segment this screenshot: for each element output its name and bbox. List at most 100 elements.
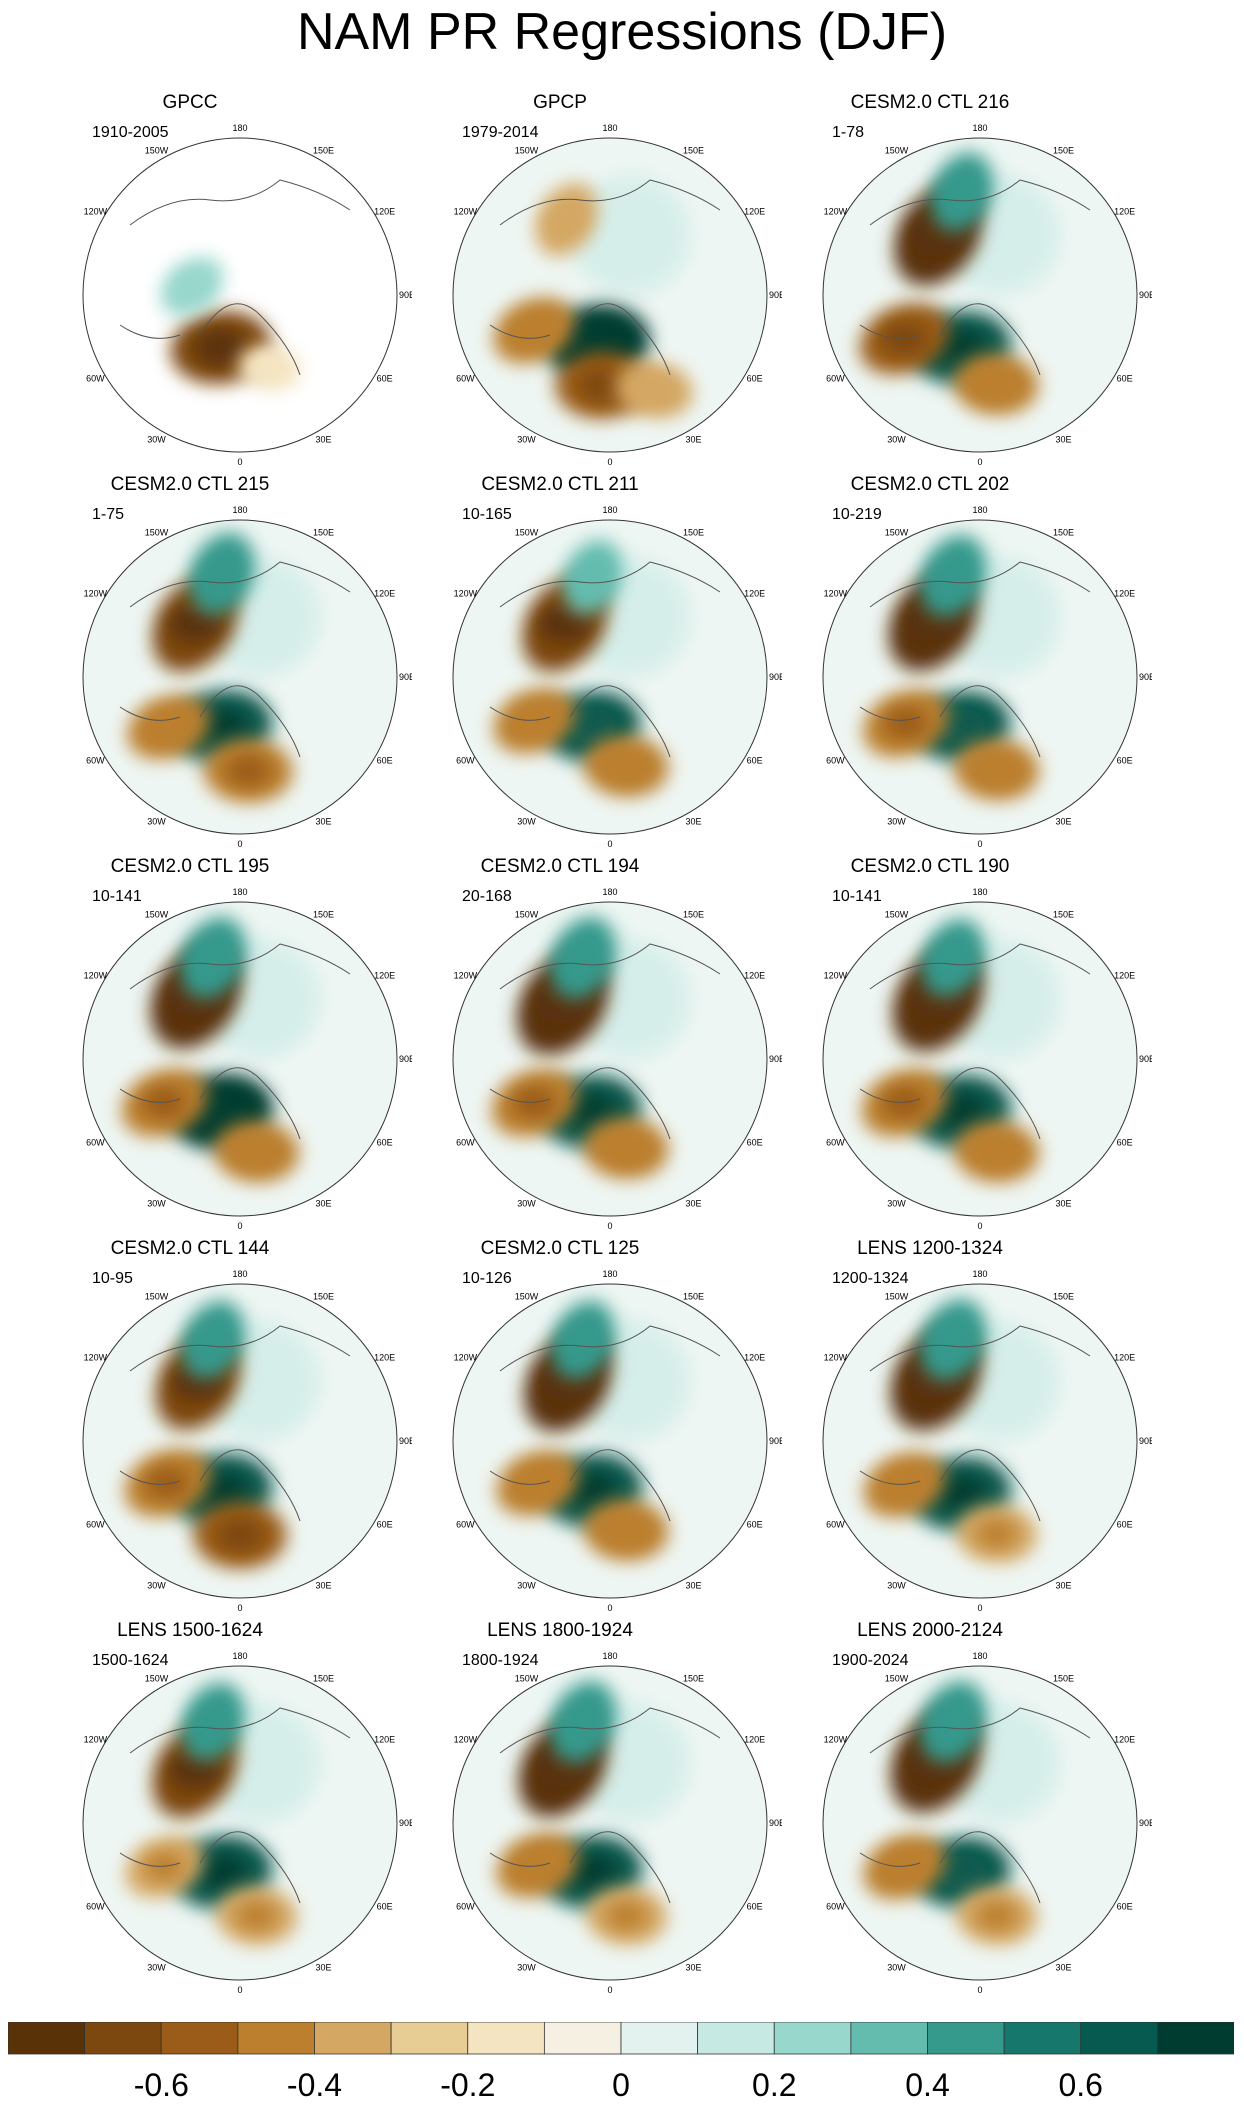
coastline (119, 1707, 351, 1904)
anomaly-core (634, 376, 674, 404)
longitude-label: 60E (377, 756, 393, 766)
colorbar-tick-label: 0.6 (1058, 2067, 1102, 2102)
panel-title: CESM2.0 CTL 144 (110, 1238, 270, 1259)
longitude-label: 30W (887, 435, 906, 445)
longitude-label: 120W (454, 1353, 478, 1363)
map-boundary (452, 1665, 768, 1981)
anomaly-field (119, 532, 351, 803)
longitude-label: 150W (515, 1291, 539, 1301)
longitude-label: 60E (747, 374, 763, 384)
longitude-label: 0 (607, 839, 612, 849)
longitude-label: 30E (685, 435, 701, 445)
anomaly-core (937, 1854, 987, 1890)
longitude-label: 120E (374, 1735, 395, 1745)
map-panel: CESM2.0 CTL 125 10-126 180 150E 120E 90E 60E 30… (452, 1146, 860, 1613)
anomaly-field (859, 1298, 1091, 1564)
colorbar-swatch (237, 2022, 315, 2055)
longitude-label: 30W (517, 435, 536, 445)
anomaly-core (931, 1706, 975, 1738)
longitude-label: 0 (607, 1221, 612, 1231)
longitude-label: 60E (1117, 374, 1133, 384)
anomaly-core (512, 315, 556, 346)
panel-period: 10-126 (462, 1270, 512, 1287)
anomaly-core (932, 943, 974, 973)
panel-period: 1910-2005 (92, 124, 169, 141)
panel-period: 10-165 (462, 506, 512, 523)
longitude-label: 90E (769, 1054, 782, 1064)
longitude-label: 120E (374, 207, 395, 217)
anomaly-core (561, 942, 605, 974)
longitude-label: 30E (315, 817, 331, 827)
anomaly-core (236, 1901, 277, 1931)
panel-title: GPCC (162, 92, 218, 113)
longitude-label: 120W (84, 1353, 108, 1363)
colorbar-swatch (543, 2022, 622, 2055)
anomaly-field (859, 152, 1091, 415)
anomaly-core (883, 707, 929, 740)
longitude-label: 180 (602, 123, 617, 133)
polar-map: 180150E120E90E60E30E030W60W90W120W150W (822, 505, 1152, 849)
longitude-label: 120W (824, 1353, 848, 1363)
longitude-label: 30W (887, 817, 906, 827)
longitude-label: 90E (399, 290, 412, 300)
anomaly-core (516, 1467, 559, 1499)
colorbar-swatch (620, 2022, 699, 2055)
colorbar-swatch (773, 2022, 852, 2055)
panel-period: 1-78 (832, 124, 865, 141)
longitude-label: 180 (232, 887, 247, 897)
map-background (83, 1284, 397, 1598)
anomaly-field (489, 916, 721, 1179)
longitude-label: 120E (1114, 1353, 1135, 1363)
longitude-label: 60E (377, 1902, 393, 1912)
longitude-label: 30W (147, 1581, 166, 1591)
longitude-label: 60E (1117, 1138, 1133, 1148)
longitude-label: 120W (824, 589, 848, 599)
panel-title: CESM2.0 CTL 125 (480, 1238, 640, 1259)
longitude-label: 90E (1139, 1818, 1152, 1828)
coastline (119, 1325, 351, 1522)
panel-period: 1979-2014 (462, 124, 539, 141)
longitude-label: 30E (1055, 435, 1071, 445)
map-background (453, 1284, 767, 1598)
longitude-label: 0 (977, 1985, 982, 1995)
polar-map: 180150E120E90E60E30E030W60W90W120W150W (452, 505, 782, 849)
map-boundary (82, 137, 398, 453)
longitude-label: 120W (84, 207, 108, 217)
longitude-label: 30E (1055, 1581, 1071, 1591)
anomaly-core (567, 708, 617, 744)
map-panel: LENS 1800-1924 1800-1924 180 150E 120E 90E 60E… (452, 1528, 860, 1995)
longitude-label: 150W (145, 527, 169, 537)
anomaly-core (195, 329, 247, 366)
map-panel: CESM2.0 CTL 211 10-165 180 150E 120E 90E 60E 30… (452, 382, 860, 849)
coastline (119, 179, 351, 376)
longitude-label: 150W (515, 909, 539, 919)
longitude-label: 120W (454, 207, 478, 217)
colorbar-tick-label: -0.6 (134, 2067, 189, 2102)
map-panel: CESM2.0 CTL 202 10-219 180 150E 120E 90E 60E 30… (822, 382, 1230, 849)
map-background (453, 138, 767, 452)
anomaly-core (145, 1466, 190, 1499)
panel-title: CESM2.0 CTL 194 (480, 856, 640, 877)
longitude-label: 60W (456, 756, 475, 766)
longitude-label: 150E (1053, 527, 1074, 537)
anomaly-field (489, 539, 721, 797)
longitude-label: 150E (313, 527, 334, 537)
anomaly-core (935, 1093, 987, 1130)
longitude-label: 180 (232, 505, 247, 515)
panel-period: 1500-1624 (92, 1652, 169, 1669)
colorbar-tick-label: -0.2 (440, 2067, 495, 2102)
map-background (823, 902, 1137, 1216)
longitude-label: 150E (1053, 145, 1074, 155)
longitude-label: 90E (769, 1818, 782, 1828)
anomaly-core (976, 1519, 1017, 1549)
longitude-label: 60E (377, 1520, 393, 1530)
panel-title: GPCP (533, 92, 587, 113)
map-background (83, 138, 397, 452)
anomaly-core (538, 604, 592, 643)
coastline (489, 179, 721, 376)
polar-map: 180150E120E90E60E30E030W60W90W120W150W (82, 123, 412, 467)
anomaly-core (572, 563, 612, 592)
polar-map: 180150E120E90E60E30E030W60W90W120W150W (82, 1269, 412, 1613)
longitude-label: 0 (607, 1985, 612, 1995)
panel-title: LENS 1800-1924 (487, 1620, 633, 1641)
